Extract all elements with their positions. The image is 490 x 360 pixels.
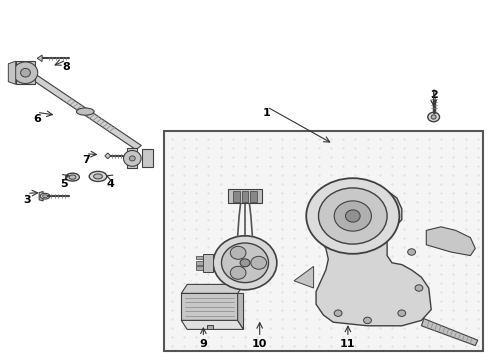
Ellipse shape	[318, 188, 387, 244]
Text: 4: 4	[106, 179, 114, 189]
Ellipse shape	[240, 259, 250, 267]
Bar	[228, 189, 262, 203]
Polygon shape	[421, 319, 478, 346]
Text: 11: 11	[340, 339, 356, 349]
Text: 1: 1	[263, 108, 271, 118]
Text: 3: 3	[23, 195, 31, 205]
Bar	[196, 266, 203, 270]
Ellipse shape	[251, 256, 267, 269]
Text: 5: 5	[60, 179, 68, 189]
Text: 2: 2	[430, 90, 438, 100]
Ellipse shape	[40, 193, 50, 199]
Ellipse shape	[76, 108, 94, 115]
Bar	[164, 131, 483, 351]
Ellipse shape	[431, 115, 436, 119]
Polygon shape	[29, 73, 141, 150]
Polygon shape	[181, 320, 244, 329]
Bar	[242, 191, 248, 202]
Bar	[233, 191, 240, 202]
Text: 7: 7	[82, 155, 90, 165]
Polygon shape	[181, 293, 238, 320]
Ellipse shape	[230, 266, 246, 279]
Ellipse shape	[408, 249, 416, 255]
Ellipse shape	[334, 310, 342, 316]
Ellipse shape	[221, 243, 269, 283]
Ellipse shape	[306, 178, 399, 254]
Bar	[250, 191, 257, 202]
Ellipse shape	[345, 210, 360, 222]
Bar	[207, 325, 213, 329]
Ellipse shape	[213, 236, 277, 290]
Text: 6: 6	[33, 114, 41, 124]
Text: 9: 9	[199, 339, 207, 349]
Ellipse shape	[69, 175, 76, 179]
Bar	[196, 256, 203, 259]
Bar	[196, 261, 203, 265]
Ellipse shape	[43, 195, 48, 198]
Ellipse shape	[94, 174, 102, 179]
Ellipse shape	[123, 150, 141, 166]
Polygon shape	[105, 153, 111, 159]
Ellipse shape	[230, 246, 246, 259]
Ellipse shape	[364, 317, 371, 324]
Text: 8: 8	[62, 62, 70, 72]
Polygon shape	[238, 293, 244, 329]
Polygon shape	[426, 227, 475, 256]
Polygon shape	[142, 149, 153, 167]
Ellipse shape	[415, 285, 423, 291]
Polygon shape	[127, 148, 137, 168]
Polygon shape	[37, 55, 42, 62]
Polygon shape	[294, 266, 314, 288]
Polygon shape	[314, 185, 431, 326]
Ellipse shape	[21, 68, 30, 77]
Ellipse shape	[428, 112, 440, 122]
Polygon shape	[203, 254, 213, 272]
Ellipse shape	[398, 310, 406, 316]
Polygon shape	[39, 192, 43, 201]
Ellipse shape	[13, 62, 38, 84]
Ellipse shape	[89, 171, 107, 181]
Text: 10: 10	[252, 339, 268, 349]
Ellipse shape	[129, 156, 135, 161]
Polygon shape	[16, 61, 35, 84]
Ellipse shape	[334, 201, 371, 231]
Polygon shape	[181, 284, 244, 293]
Ellipse shape	[66, 173, 79, 181]
Polygon shape	[8, 61, 16, 84]
